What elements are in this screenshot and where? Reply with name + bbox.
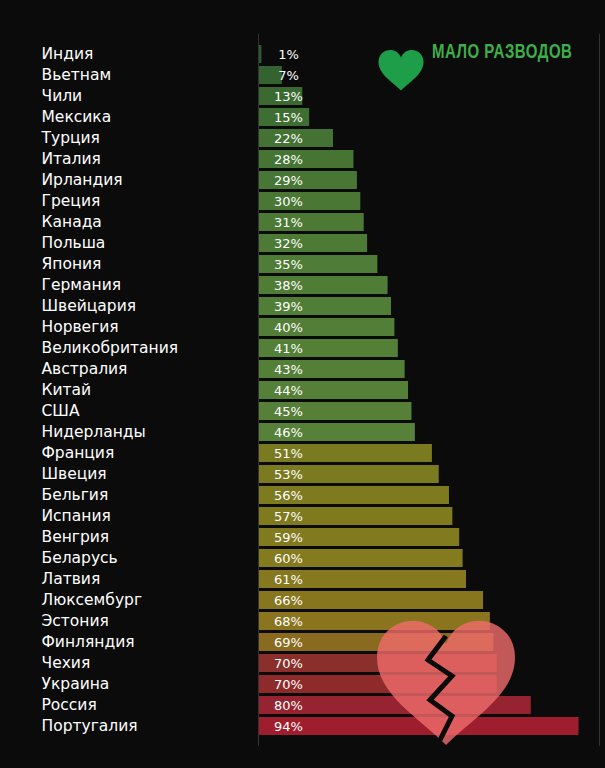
svg-text:15%: 15% [274,110,303,125]
svg-text:Испания: Испания [42,507,111,525]
svg-text:80%: 80% [274,698,303,713]
svg-text:29%: 29% [274,173,303,188]
svg-text:28%: 28% [274,152,303,167]
svg-text:46%: 46% [274,425,303,440]
svg-text:Индия: Индия [42,45,94,63]
svg-text:38%: 38% [274,278,303,293]
svg-text:Нидерланды: Нидерланды [42,423,146,441]
svg-text:Латвия: Латвия [42,570,101,588]
svg-text:Россия: Россия [42,696,97,714]
svg-text:70%: 70% [274,656,303,671]
svg-text:44%: 44% [274,383,303,398]
svg-text:51%: 51% [274,446,303,461]
svg-text:Чехия: Чехия [42,654,91,672]
svg-text:22%: 22% [274,131,303,146]
svg-text:Австралия: Австралия [42,360,128,378]
svg-text:57%: 57% [274,509,303,524]
svg-text:Канада: Канада [42,213,102,231]
svg-text:7%: 7% [278,68,299,83]
svg-text:Франция: Франция [42,444,115,462]
svg-text:Бельгия: Бельгия [42,486,109,504]
svg-text:Украина: Украина [42,675,110,693]
svg-text:Швейцария: Швейцария [42,297,137,315]
svg-text:Люксембург: Люксембург [42,591,143,609]
svg-text:Ирландия: Ирландия [42,171,123,189]
svg-text:41%: 41% [274,341,303,356]
svg-text:35%: 35% [274,257,303,272]
svg-text:32%: 32% [274,236,303,251]
svg-text:Япония: Япония [42,255,102,273]
svg-text:Мексика: Мексика [42,108,112,126]
svg-text:68%: 68% [274,614,303,629]
svg-text:Финляндия: Финляндия [42,633,135,651]
svg-text:Швеция: Швеция [42,465,107,483]
svg-text:69%: 69% [274,635,303,650]
svg-text:31%: 31% [274,215,303,230]
svg-text:Турция: Турция [41,129,100,147]
svg-text:94%: 94% [274,719,303,734]
svg-text:Китай: Китай [42,381,92,399]
svg-text:56%: 56% [274,488,303,503]
svg-text:1%: 1% [278,47,299,62]
html-text:МАЛО РАЗВОДОВ: МАЛО РАЗВОДОВ [432,40,573,63]
svg-text:Чили: Чили [42,87,83,105]
svg-text:45%: 45% [274,404,303,419]
svg-text:40%: 40% [274,320,303,335]
svg-text:39%: 39% [274,299,303,314]
svg-text:Португалия: Португалия [42,717,138,735]
svg-text:Венгрия: Венгрия [42,528,110,546]
svg-text:Греция: Греция [42,192,101,210]
svg-text:Германия: Германия [42,276,122,294]
svg-text:Эстония: Эстония [42,612,109,630]
svg-text:Беларусь: Беларусь [42,549,118,567]
svg-text:70%: 70% [274,677,303,692]
svg-text:60%: 60% [274,551,303,566]
svg-text:Норвегия: Норвегия [42,318,119,336]
svg-text:13%: 13% [274,89,303,104]
svg-text:61%: 61% [274,572,303,587]
svg-text:Вьетнам: Вьетнам [42,66,112,84]
svg-text:43%: 43% [274,362,303,377]
svg-text:Великобритания: Великобритания [42,339,179,357]
svg-text:59%: 59% [274,530,303,545]
svg-text:Польша: Польша [42,234,106,252]
svg-text:66%: 66% [274,593,303,608]
svg-text:Италия: Италия [42,150,101,168]
svg-text:30%: 30% [274,194,303,209]
svg-text:США: США [42,402,80,420]
svg-text:53%: 53% [274,467,303,482]
